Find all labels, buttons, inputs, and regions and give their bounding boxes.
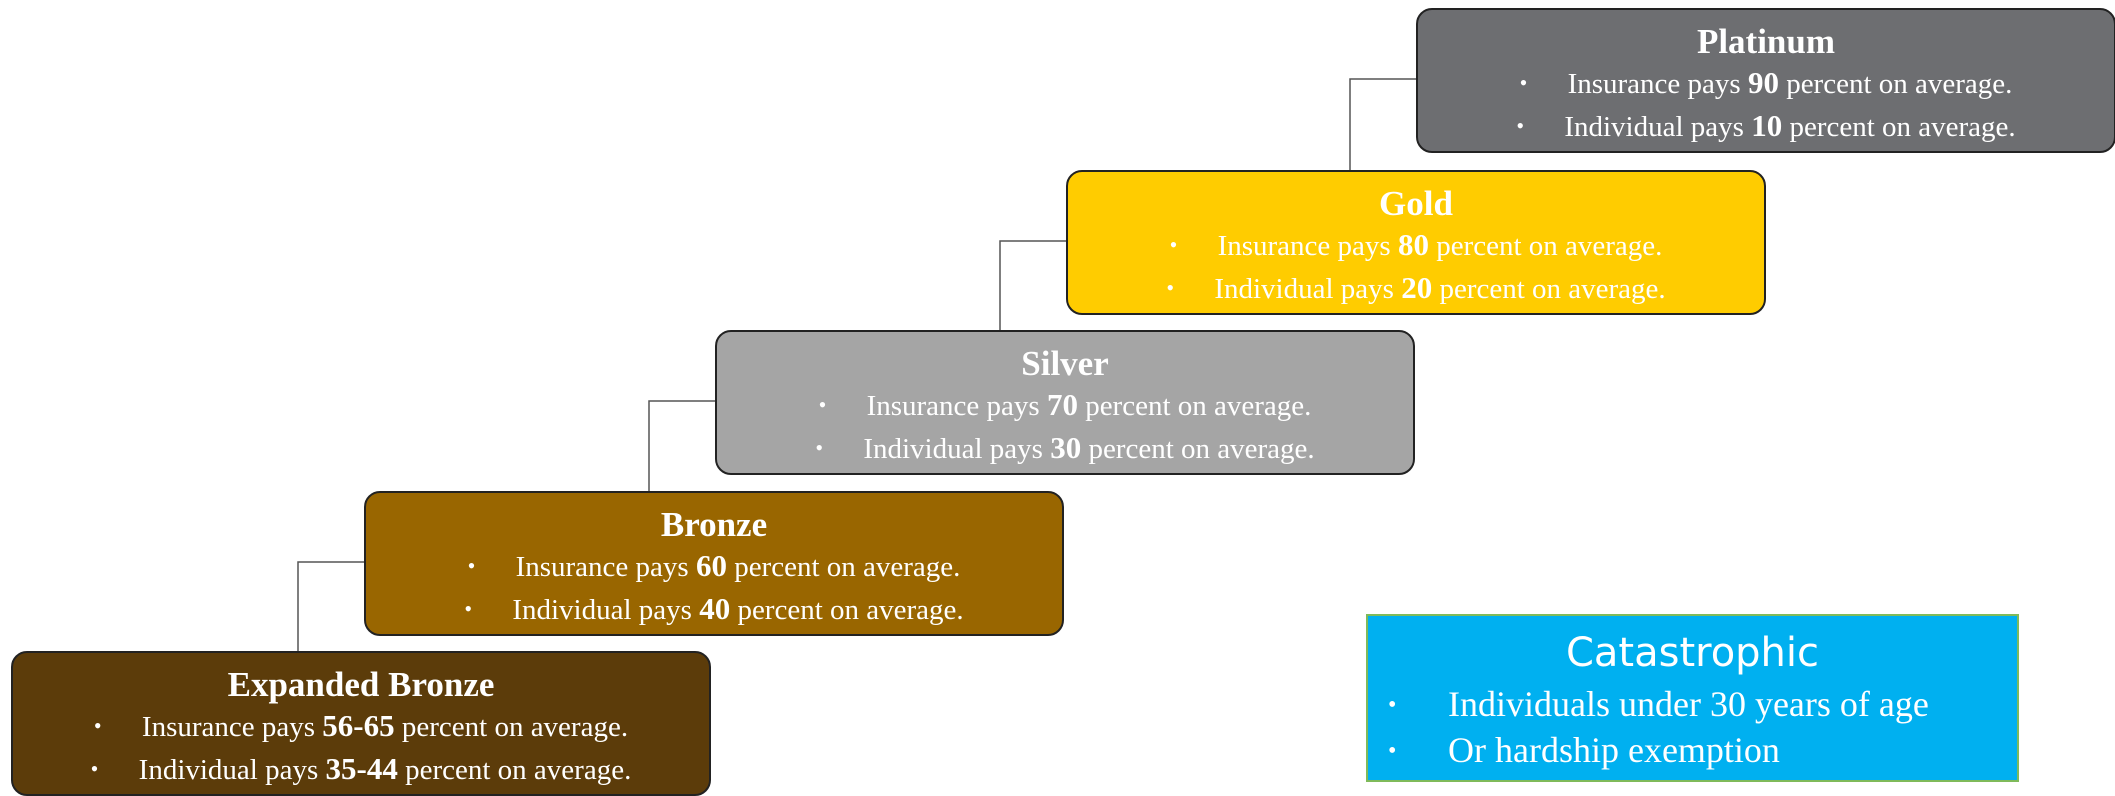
tier-list: Insurance pays 60 percent on average.Ind… [366, 545, 1062, 631]
bullet-prefix: Insurance pays [141, 711, 323, 743]
tier-title: Silver [1021, 344, 1109, 383]
catastrophic-title: Catastrophic [1565, 630, 1820, 676]
catastrophic-list: Individuals under 30 years of age Or har… [1368, 682, 2017, 774]
catastrophic-box: Catastrophic Individuals under 30 years … [1366, 614, 2019, 782]
bullet-prefix: Insurance pays [515, 551, 696, 583]
tier-bullet: Individual pays 30 percent on average. [717, 427, 1413, 470]
catastrophic-bullet: Individuals under 30 years of age [1388, 682, 2017, 728]
bullet-suffix: percent on average. [394, 711, 629, 743]
bullet-suffix: percent on average. [397, 754, 632, 786]
bullet-prefix: Insurance pays [1217, 230, 1398, 262]
tier-list: Insurance pays 56-65 percent on average.… [13, 705, 709, 791]
bullet-prefix: Individual pays [1214, 273, 1402, 305]
connector [297, 561, 364, 651]
bullet-value: 10 [1751, 108, 1783, 143]
tier-list: Insurance pays 70 percent on average.Ind… [717, 384, 1413, 470]
tier-bullet: Insurance pays 60 percent on average. [366, 545, 1062, 588]
bullet-suffix: percent on average. [1077, 390, 1312, 422]
tier-bullet: Insurance pays 70 percent on average. [717, 384, 1413, 427]
bullet-value: 60 [695, 548, 727, 583]
tier-bullet: Individual pays 10 percent on average. [1418, 105, 2114, 148]
tier-box: SilverInsurance pays 70 percent on avera… [715, 330, 1415, 475]
tier-list: Insurance pays 80 percent on average.Ind… [1068, 224, 1764, 310]
bullet-value: 90 [1747, 65, 1779, 100]
tier-title: Expanded Bronze [227, 665, 495, 704]
bullet-suffix: percent on average. [726, 551, 961, 583]
tier-title: Platinum [1696, 22, 1836, 61]
tier-box: BronzeInsurance pays 60 percent on avera… [364, 491, 1064, 636]
tier-bullet: Individual pays 20 percent on average. [1068, 267, 1764, 310]
bullet-suffix: percent on average. [1778, 68, 2013, 100]
catastrophic-bullet: Or hardship exemption [1388, 728, 2017, 774]
bullet-suffix: percent on average. [730, 594, 964, 626]
connector [999, 240, 1066, 330]
bullet-suffix: percent on average. [1428, 230, 1663, 262]
bullet-prefix: Insurance pays [866, 390, 1047, 422]
bullet-prefix: Individual pays [863, 433, 1051, 465]
tier-list: Insurance pays 90 percent on average.Ind… [1418, 62, 2114, 148]
connector [648, 400, 715, 491]
connector [1349, 78, 1416, 170]
tier-box: GoldInsurance pays 80 percent on average… [1066, 170, 1766, 315]
tier-bullet: Individual pays 40 percent on average. [366, 588, 1062, 631]
bullet-prefix: Insurance pays [1567, 68, 1748, 100]
bullet-value: 35-44 [325, 751, 398, 786]
tier-bullet: Insurance pays 56-65 percent on average. [13, 705, 709, 748]
bullet-value: 56-65 [322, 708, 395, 743]
bullet-suffix: percent on average. [1782, 111, 2016, 143]
bullet-value: 70 [1046, 387, 1078, 422]
tier-title: Bronze [660, 505, 768, 544]
tier-title: Gold [1379, 184, 1453, 223]
bullet-suffix: percent on average. [1081, 433, 1315, 465]
bullet-value: 20 [1401, 270, 1433, 305]
bullet-value: 40 [699, 591, 731, 626]
bullet-value: 30 [1050, 430, 1082, 465]
bullet-prefix: Individual pays [138, 754, 326, 786]
tier-bullet: Insurance pays 80 percent on average. [1068, 224, 1764, 267]
tier-bullet: Individual pays 35-44 percent on average… [13, 748, 709, 791]
bullet-prefix: Individual pays [512, 594, 700, 626]
bullet-suffix: percent on average. [1432, 273, 1666, 305]
bullet-prefix: Individual pays [1564, 111, 1752, 143]
tier-box: Expanded BronzeInsurance pays 56-65 perc… [11, 651, 711, 796]
tier-bullet: Insurance pays 90 percent on average. [1418, 62, 2114, 105]
bullet-value: 80 [1397, 227, 1429, 262]
tier-box: PlatinumInsurance pays 90 percent on ave… [1416, 8, 2115, 153]
